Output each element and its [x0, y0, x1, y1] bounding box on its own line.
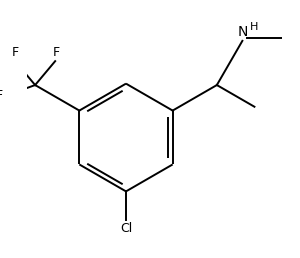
Text: Cl: Cl — [120, 222, 132, 235]
Text: F: F — [53, 46, 60, 59]
Text: F: F — [0, 89, 3, 102]
Text: N: N — [237, 26, 248, 39]
Text: F: F — [11, 46, 19, 59]
Text: H: H — [250, 22, 258, 32]
